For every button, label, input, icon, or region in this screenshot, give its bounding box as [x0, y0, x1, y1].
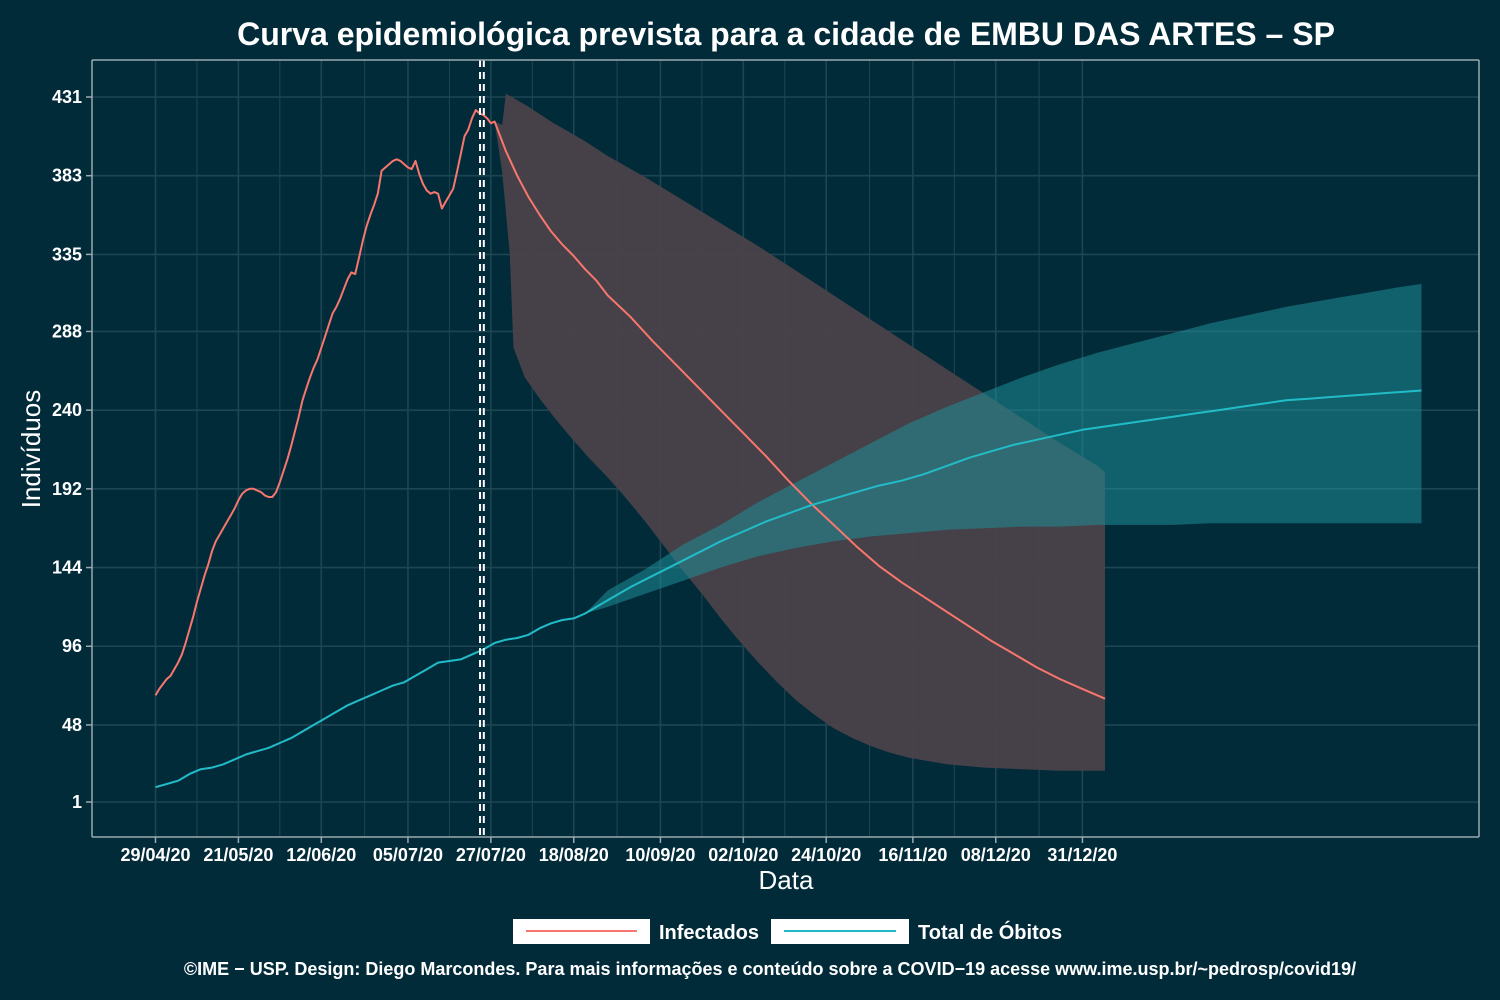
x-axis-title: Data	[759, 865, 814, 895]
x-tick-label: 08/12/20	[961, 845, 1031, 865]
axis-layer	[91, 59, 1480, 838]
line-layer	[154, 109, 1422, 789]
y-tick-label: 335	[52, 244, 82, 264]
legend-label-deaths: Total de Óbitos	[918, 920, 1062, 944]
y-tick-label: 144	[52, 558, 82, 578]
footer-credit: ©IME − USP. Design: Diego Marcondes. Par…	[184, 959, 1356, 979]
x-tick-label: 12/06/20	[286, 845, 356, 865]
x-tick-label: 29/04/20	[120, 845, 190, 865]
confidence-band-infected	[494, 93, 1106, 771]
y-tick-label: 383	[52, 166, 82, 186]
x-tick-label: 18/08/20	[539, 845, 609, 865]
y-tick-label: 48	[62, 715, 82, 735]
y-tick-label: 1	[72, 792, 82, 812]
x-tick-label: 16/11/20	[878, 845, 947, 865]
y-tick-label: 288	[52, 321, 82, 341]
y-axis-title: Indivíduos	[16, 390, 46, 509]
x-tick-label: 24/10/20	[791, 845, 861, 865]
x-tick-label: 27/07/20	[456, 845, 526, 865]
y-tick-label: 240	[52, 400, 82, 420]
x-tick-label: 21/05/20	[203, 845, 273, 865]
legend-label-infected: Infectados	[659, 922, 759, 944]
y-tick-label: 431	[52, 87, 82, 107]
y-tick-label: 192	[52, 479, 82, 499]
x-tick-label: 31/12/20	[1047, 845, 1117, 865]
x-tick-labels: 29/04/20 21/05/20 12/06/20 05/07/20 27/07/20…	[120, 837, 1117, 865]
marker-layer	[479, 60, 485, 837]
y-tick-label: 96	[62, 636, 82, 656]
legend: Infectados Total de Óbitos	[513, 919, 1062, 944]
x-tick-label: 10/09/20	[625, 845, 695, 865]
series-line-deaths	[155, 389, 1422, 789]
series-line-infected	[154, 109, 1106, 700]
chart-title: Curva epidemiológica prevista para a cid…	[237, 16, 1335, 52]
y-tick-labels: 1 48 96 144 192 240 288 335 383 431	[52, 87, 92, 812]
x-tick-label: 05/07/20	[373, 845, 443, 865]
x-tick-label: 02/10/20	[708, 845, 778, 865]
